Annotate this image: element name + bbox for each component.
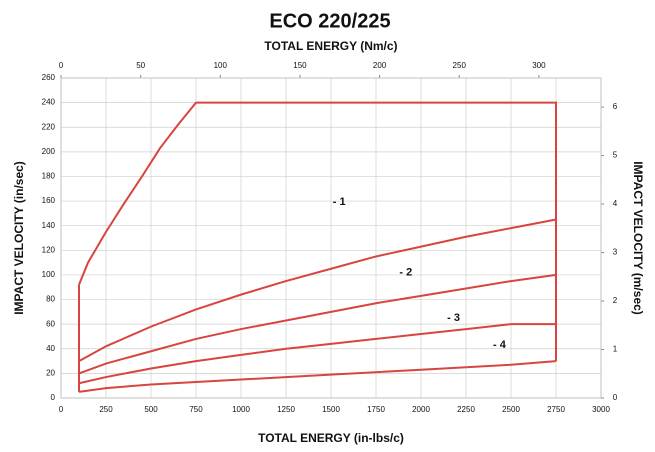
x2-tick-label: 250 <box>453 61 467 70</box>
region-label: - 1 <box>333 196 346 208</box>
curve <box>78 273 557 375</box>
curve <box>78 101 557 362</box>
region-label: - 3 <box>447 312 460 324</box>
curve <box>78 218 557 362</box>
x-tick-label: 2750 <box>547 405 565 414</box>
x2-tick-label: 0 <box>59 61 64 70</box>
x-tick-label: 1000 <box>232 405 250 414</box>
y2-tick-label: 1 <box>613 345 618 354</box>
y-tick-label: 240 <box>42 98 56 107</box>
y-tick-label: 140 <box>42 221 56 230</box>
y2-tick-label: 0 <box>613 393 618 402</box>
y-tick-label: 120 <box>42 245 56 254</box>
y2-tick-label: 6 <box>613 102 618 111</box>
curve <box>78 360 557 393</box>
x-axis-label: TOTAL ENERGY (in-lbs/c) <box>258 431 404 445</box>
y2-tick-label: 3 <box>613 248 618 257</box>
y-axis-label: IMPACT VELOCITY (in/sec) <box>12 161 26 315</box>
y-tick-label: 180 <box>42 172 56 181</box>
x2-tick-label: 100 <box>214 61 228 70</box>
x-tick-label: 750 <box>189 405 203 414</box>
x-tick-label: 3000 <box>592 405 610 414</box>
y2-axis-label: IMPACT VELOCITY (m/sec) <box>631 161 645 315</box>
plot-frame <box>60 77 602 399</box>
x-tick-label: 1750 <box>367 405 385 414</box>
y-tick-label: 100 <box>42 270 56 279</box>
x-tick-label: 0 <box>59 405 64 414</box>
region-label: - 4 <box>493 339 507 351</box>
y2-tick-label: 4 <box>613 199 618 208</box>
y-tick-label: 60 <box>46 319 55 328</box>
y-tick-label: 260 <box>42 73 56 82</box>
region-label: - 2 <box>399 266 412 278</box>
y2-tick-label: 2 <box>613 296 618 305</box>
x2-tick-label: 50 <box>136 61 145 70</box>
y-tick-label: 80 <box>46 295 55 304</box>
curve <box>78 323 556 385</box>
chart-title: ECO 220/225 <box>269 10 390 32</box>
x-tick-label: 250 <box>99 405 113 414</box>
x-tick-label: 1500 <box>322 405 340 414</box>
y-tick-label: 220 <box>42 122 56 131</box>
x2-tick-label: 300 <box>532 61 546 70</box>
x-tick-label: 2500 <box>502 405 520 414</box>
y-tick-label: 160 <box>42 196 56 205</box>
y2-tick-label: 5 <box>613 151 618 160</box>
y-tick-label: 20 <box>46 368 55 377</box>
x-tick-label: 2250 <box>457 405 475 414</box>
x-tick-label: 1250 <box>277 405 295 414</box>
x-tick-label: 2000 <box>412 405 430 414</box>
y-tick-label: 200 <box>42 147 56 156</box>
x2-tick-label: 200 <box>373 61 387 70</box>
y-tick-label: 40 <box>46 344 55 353</box>
x2-tick-label: 150 <box>293 61 307 70</box>
x2-axis-label: TOTAL ENERGY (Nm/c) <box>264 39 397 53</box>
x-tick-label: 500 <box>144 405 158 414</box>
y-tick-label: 0 <box>51 393 56 402</box>
